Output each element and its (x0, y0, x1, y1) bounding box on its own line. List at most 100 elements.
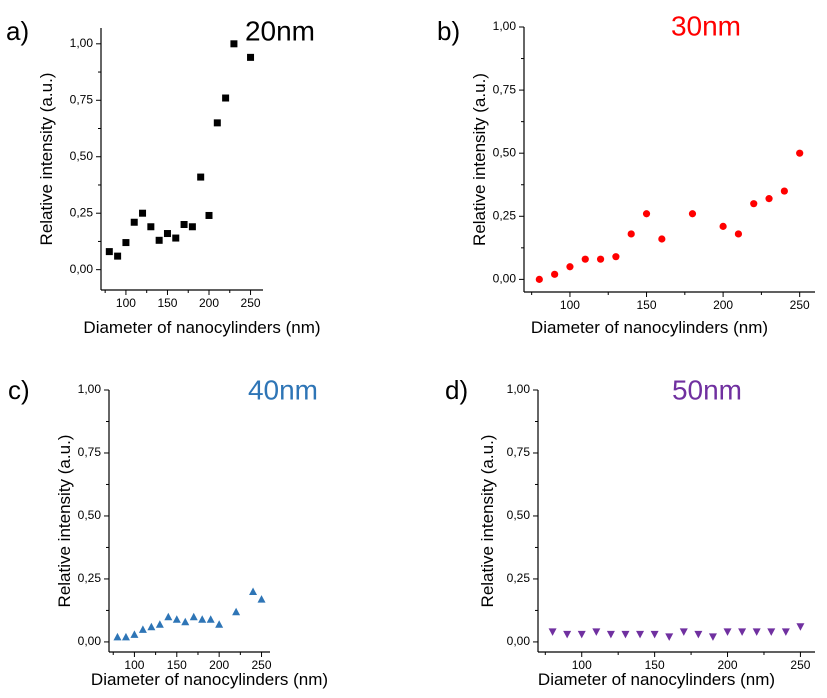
data-point-0 (548, 628, 557, 636)
y-tick-label: 0,25 (78, 571, 102, 585)
data-point-6 (636, 630, 645, 639)
data-point-12 (723, 628, 732, 636)
y-tick-label: 1,00 (78, 382, 102, 396)
data-series (535, 149, 804, 283)
data-point-6 (627, 230, 635, 238)
data-point-5 (612, 253, 620, 261)
data-point-13 (213, 119, 221, 127)
data-point-4 (139, 209, 147, 217)
chart-title: 30nm (671, 10, 741, 41)
data-point-10 (694, 630, 703, 639)
data-point-11 (708, 633, 717, 641)
panel-label: b) (437, 16, 460, 46)
x-tick-label: 150 (637, 298, 657, 312)
x-axis-title: Diameter of nanocylinders (nm) (83, 318, 320, 337)
data-point-3 (592, 628, 601, 636)
data-point-13 (765, 195, 773, 203)
y-tick-label: 0,00 (493, 272, 517, 286)
y-tick-label: 0,50 (507, 508, 531, 522)
data-point-2 (130, 630, 139, 638)
x-tick-label: 100 (560, 298, 580, 312)
panel-label: d) (445, 375, 468, 405)
x-tick-label: 200 (199, 296, 219, 310)
data-point-2 (122, 239, 130, 247)
y-tick-label: 0,50 (70, 149, 94, 163)
y-axis-title: Relative intensity (a.u.) (470, 73, 489, 246)
x-tick-label: 150 (157, 296, 177, 310)
data-point-12 (205, 211, 213, 219)
chart-panel-2: b) 30nm 0,00 0,25 0,50 0,75 1,00 100 150 200 250 Re… (437, 10, 815, 337)
chart-title: 20nm (245, 15, 315, 46)
data-series (113, 587, 266, 641)
data-point-14 (222, 94, 230, 102)
y-axis-title: Relative intensity (a.u.) (37, 73, 56, 246)
chart-panel-4: d) 50nm 0,00 0,25 0,50 0,75 1,00 100 150 200 250 Re… (445, 374, 815, 689)
data-point-7 (163, 230, 171, 238)
x-axis-title: Diameter of nanocylinders (nm) (531, 318, 768, 337)
panel-label: c) (8, 375, 30, 405)
y-tick-label: 1,00 (493, 19, 517, 33)
x-axis-title: Diameter of nanocylinders (nm) (91, 670, 328, 689)
data-point-12 (750, 200, 758, 208)
data-point-5 (155, 620, 164, 628)
x-tick-label: 250 (790, 658, 810, 672)
data-series (105, 40, 255, 260)
data-point-13 (738, 628, 747, 636)
data-point-0 (113, 632, 122, 641)
data-point-13 (232, 607, 241, 616)
data-point-8 (665, 633, 674, 641)
data-point-4 (147, 622, 156, 631)
y-tick-label: 0,50 (78, 508, 102, 522)
data-point-9 (189, 612, 198, 621)
x-tick-label: 100 (572, 658, 592, 672)
data-point-7 (642, 210, 651, 218)
y-tick-label: 0,00 (70, 262, 94, 276)
data-point-7 (650, 630, 659, 639)
y-tick-label: 0,75 (507, 445, 531, 459)
data-series (548, 623, 805, 641)
data-point-5 (621, 630, 630, 639)
x-tick-label: 100 (116, 296, 136, 310)
y-tick-label: 0,00 (507, 634, 531, 648)
data-point-14 (780, 187, 788, 195)
x-tick-label: 250 (790, 298, 810, 312)
data-point-10 (719, 222, 727, 230)
x-axis-title: Diameter of nanocylinders (nm) (538, 670, 775, 689)
y-tick-label: 0,00 (78, 634, 102, 648)
x-tick-label: 250 (252, 658, 272, 672)
data-point-10 (188, 223, 196, 231)
data-point-14 (249, 587, 258, 596)
x-tick-label: 150 (167, 658, 187, 672)
data-point-3 (130, 218, 138, 226)
data-point-2 (577, 630, 586, 639)
x-tick-label: 250 (241, 296, 261, 310)
data-point-8 (172, 234, 180, 242)
data-point-11 (197, 173, 205, 181)
x-tick-label: 200 (209, 658, 229, 672)
data-point-0 (535, 275, 543, 283)
x-tick-label: 200 (718, 658, 738, 672)
y-tick-label: 0,75 (70, 92, 94, 106)
data-point-1 (551, 270, 559, 278)
chart-title: 40nm (248, 374, 318, 405)
data-point-1 (121, 632, 130, 641)
chart-panel-3: c) 40nm 0,00 0,25 0,50 0,75 1,00 100 150 200 250 Re… (8, 374, 328, 689)
x-tick-label: 100 (124, 658, 144, 672)
y-tick-label: 0,25 (493, 208, 517, 222)
data-point-10 (198, 615, 207, 623)
data-point-2 (566, 263, 574, 271)
chart-panel-1: a) 20nm 0,00 0,25 0,50 0,75 1,00 100 150 200 250 Re… (6, 15, 321, 337)
data-point-8 (658, 235, 666, 243)
data-point-15 (796, 149, 804, 157)
data-point-3 (138, 625, 147, 633)
y-tick-label: 0,75 (78, 445, 102, 459)
data-point-9 (679, 628, 688, 636)
data-point-8 (181, 617, 190, 626)
data-point-0 (105, 248, 113, 256)
data-point-7 (172, 615, 181, 623)
y-tick-label: 1,00 (70, 36, 94, 50)
y-axis-title: Relative intensity (a.u.) (478, 435, 497, 608)
data-point-6 (155, 236, 163, 244)
data-point-6 (164, 612, 173, 621)
y-tick-label: 0,50 (493, 145, 517, 159)
